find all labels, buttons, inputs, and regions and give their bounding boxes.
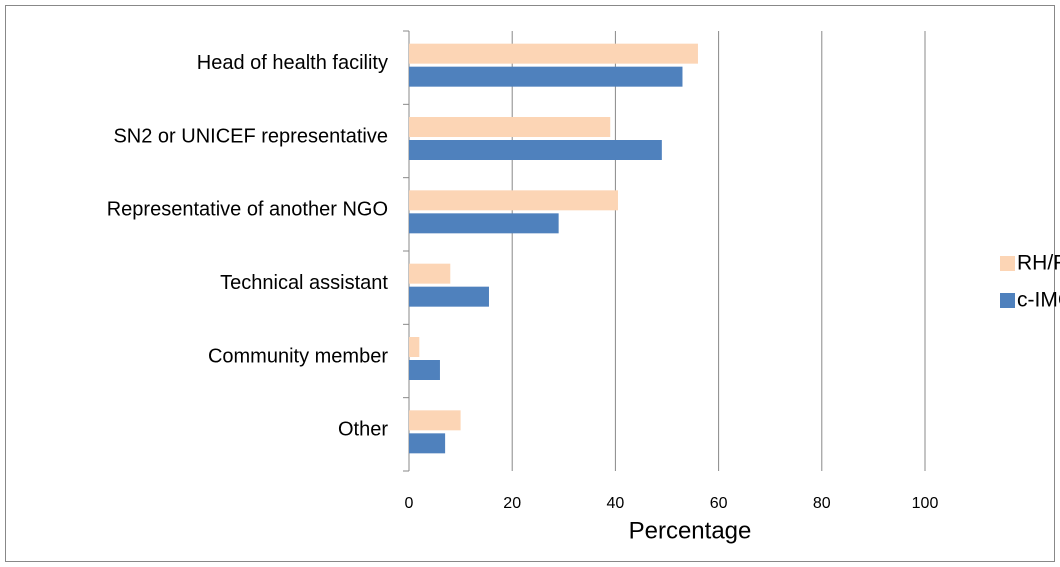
bar xyxy=(409,286,489,307)
bar xyxy=(409,410,461,431)
x-tick-label: 100 xyxy=(912,495,939,512)
bar xyxy=(409,66,683,87)
y-tick-label: Community member xyxy=(208,345,388,367)
x-tick-label: 0 xyxy=(405,495,414,512)
bar xyxy=(409,117,611,137)
y-tick-label: Representative of another NGO xyxy=(107,199,388,221)
x-tick-label: 40 xyxy=(607,495,625,512)
y-tick-label: Other xyxy=(338,419,388,441)
x-tick-label: 20 xyxy=(503,495,521,512)
y-tick-label: SN2 or UNICEF representative xyxy=(113,125,388,147)
legend-swatch xyxy=(1000,256,1015,271)
legend-swatch xyxy=(1000,293,1015,308)
y-tick-label: Technical assistant xyxy=(220,272,388,294)
legend-label: c-IMCI xyxy=(1017,289,1060,312)
bar xyxy=(409,213,559,234)
x-tick-label: 80 xyxy=(813,495,831,512)
bar xyxy=(409,43,698,64)
bar xyxy=(409,190,618,211)
bar xyxy=(409,337,420,357)
bar xyxy=(409,140,662,160)
y-tick-label: Head of health facility xyxy=(197,52,388,74)
bar xyxy=(409,360,440,380)
bar xyxy=(409,263,451,284)
x-axis-title: Percentage xyxy=(629,517,752,544)
chart-border xyxy=(5,5,1055,562)
x-tick-label: 60 xyxy=(710,495,728,512)
legend-label: RH/FP xyxy=(1017,252,1060,275)
bar xyxy=(409,433,446,454)
